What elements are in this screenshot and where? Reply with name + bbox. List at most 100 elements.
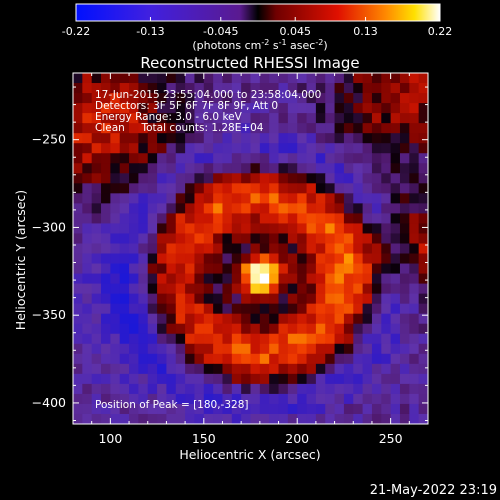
heatmap-cell	[362, 213, 373, 224]
heatmap-cell	[278, 363, 289, 375]
heatmap-cell	[390, 113, 401, 124]
heatmap-cell	[297, 153, 308, 164]
heatmap-cell	[390, 373, 401, 385]
heatmap-cell	[353, 293, 364, 305]
heatmap-cell	[129, 143, 139, 154]
heatmap-cell	[157, 323, 167, 335]
heatmap-cell	[119, 263, 130, 275]
heatmap-cell	[82, 103, 93, 114]
heatmap-cell	[250, 413, 261, 425]
heatmap-cell	[362, 173, 373, 184]
heatmap-cell	[381, 273, 392, 285]
heatmap-cell	[101, 203, 111, 214]
heatmap-cell	[241, 163, 251, 174]
heatmap-cell	[129, 403, 139, 415]
heatmap-cell	[166, 233, 177, 244]
heatmap-cell	[297, 363, 308, 375]
heatmap-cell	[231, 173, 242, 184]
heatmap-cell	[203, 373, 214, 385]
heatmap-cell	[259, 373, 270, 385]
axis-ticks: 100 150 200 250 −250 −300 −350 −400	[32, 73, 429, 446]
heatmap-cell	[278, 333, 289, 345]
heatmap-cell	[334, 223, 345, 234]
heatmap-cell	[129, 233, 139, 244]
heatmap-cell	[259, 213, 270, 224]
heatmap-cell	[213, 183, 223, 194]
heatmap-cell	[185, 223, 195, 234]
heatmap-cell	[287, 413, 298, 425]
heatmap-cell	[231, 103, 242, 114]
heatmap-cell	[315, 253, 326, 265]
heatmap-cell	[157, 203, 167, 214]
heatmap-cell	[213, 383, 223, 395]
heatmap-cell	[399, 253, 410, 265]
heatmap-cell	[343, 203, 354, 214]
heatmap-cell	[110, 413, 121, 425]
heatmap-cell	[362, 153, 373, 164]
heatmap-cell	[325, 113, 336, 124]
heatmap-cell	[269, 333, 280, 345]
heatmap-cell	[175, 323, 186, 335]
heatmap-cell	[129, 153, 139, 164]
heatmap-cell	[278, 413, 289, 425]
heatmap-cell	[82, 203, 93, 214]
heatmap-cell	[250, 313, 261, 325]
heatmap-cell	[73, 203, 83, 214]
heatmap-cell	[231, 323, 242, 335]
heatmap-cell	[399, 93, 410, 104]
heatmap-cell	[297, 293, 308, 305]
heatmap-cell	[287, 303, 298, 315]
heatmap-cell	[138, 143, 149, 154]
heatmap-cell	[287, 183, 298, 194]
heatmap-cell	[269, 203, 280, 214]
heatmap-cell	[269, 323, 280, 335]
heatmap-cell	[101, 163, 111, 174]
heatmap-cell	[409, 413, 420, 425]
heatmap-cell	[222, 123, 233, 134]
heatmap-cell	[203, 233, 214, 244]
heatmap-cell	[147, 173, 158, 184]
colorbar-tick-label: 0.045	[279, 25, 311, 38]
heatmap-cell	[278, 253, 289, 265]
heatmap-cell	[259, 103, 270, 114]
heatmap-cell	[194, 413, 205, 425]
heatmap-cell	[110, 193, 121, 204]
heatmap-cell	[399, 213, 410, 224]
heatmap-cell	[362, 163, 373, 174]
heatmap-cell	[119, 233, 130, 244]
heatmap-cell	[315, 303, 326, 315]
annotation-time-range: 17-Jun-2015 23:55:04.000 to 23:58:04.000	[95, 89, 321, 101]
heatmap-cell	[371, 253, 382, 265]
heatmap-cell	[101, 83, 111, 94]
heatmap-cell	[147, 133, 158, 144]
heatmap-cell	[418, 343, 429, 355]
heatmap-cell	[241, 263, 251, 275]
heatmap-cell	[91, 343, 102, 355]
heatmap-cell	[157, 73, 167, 84]
heatmap-cell	[147, 213, 158, 224]
heatmap-cell	[101, 123, 111, 134]
heatmap-cell	[166, 363, 177, 375]
heatmap-cell	[157, 313, 167, 325]
heatmap-cell	[231, 73, 242, 84]
x-tick-label: 150	[192, 431, 216, 446]
heatmap-cell	[175, 183, 186, 194]
heatmap-cell	[278, 203, 289, 214]
heatmap-cell	[213, 153, 223, 164]
heatmap-cell	[409, 273, 420, 285]
heatmap-cell	[82, 343, 93, 355]
heatmap-cell	[269, 263, 280, 275]
heatmap-cell	[222, 113, 233, 124]
heatmap-cell	[73, 83, 83, 94]
heatmap-cell	[147, 233, 158, 244]
heatmap-cell	[222, 253, 233, 265]
heatmap-cell	[110, 313, 121, 325]
heatmap-cell	[381, 303, 392, 315]
heatmap-cell	[138, 223, 149, 234]
heatmap-cell	[353, 103, 364, 114]
heatmap-cell	[343, 133, 354, 144]
heatmap-cell	[138, 113, 149, 124]
heatmap-cell	[334, 283, 345, 295]
heatmap-cell	[325, 223, 336, 234]
heatmap-cell	[343, 163, 354, 174]
